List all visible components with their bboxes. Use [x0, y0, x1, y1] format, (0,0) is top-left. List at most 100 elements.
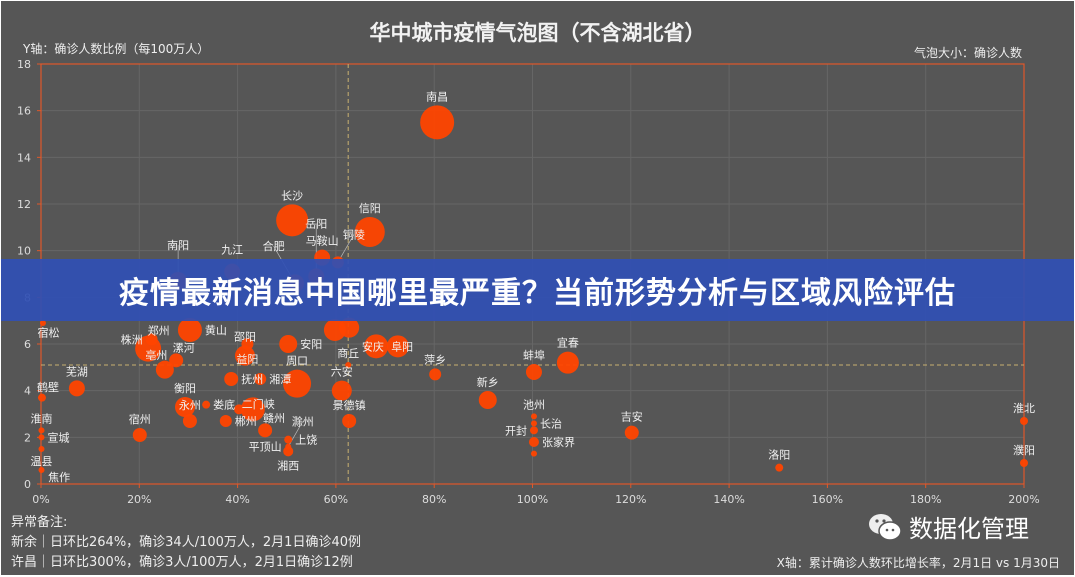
headline-banner: 疫情最新消息中国哪里最严重？当前形势分析与区域风险评估: [1, 259, 1074, 321]
bubble-label: 池州: [523, 398, 545, 411]
bubble-label: 长治: [540, 416, 562, 430]
bubble: [224, 372, 239, 386]
bubble: [38, 434, 45, 441]
bubble-label: 南阳: [167, 239, 189, 252]
bubble-label: 张家界: [542, 435, 575, 449]
bubble-label: 吉安: [621, 410, 643, 424]
bubble: [219, 415, 232, 427]
bubble-label: 滁州: [292, 414, 314, 428]
bubble: [38, 427, 45, 434]
x-tick-label: 100%: [517, 493, 548, 506]
bubble-label: 郴州: [235, 414, 257, 428]
bubble: [202, 400, 211, 409]
bubble: [132, 428, 147, 442]
bubble-label: 宿松: [37, 326, 59, 340]
watermark: 数据化管理: [867, 509, 1029, 544]
bubble-label: 濮阳: [1013, 443, 1035, 457]
bubble-label: 洛阳: [768, 448, 790, 462]
bubble-label: 合肥: [263, 239, 285, 253]
bubble: [429, 368, 442, 381]
x-tick-label: 0%: [32, 493, 49, 506]
bubble-label: 商丘: [337, 346, 359, 360]
bubble-label: 株洲: [121, 332, 143, 346]
bubble-label: 阜阳: [391, 340, 413, 353]
bubble-label: 上饶: [295, 434, 317, 447]
chart-title-wrap: 华中城市疫情气泡图（不含湖北省）: [1, 17, 1074, 47]
bubble-label: 衡阳: [174, 382, 196, 395]
bubble-label: 漯河: [173, 341, 195, 354]
x-tick-label: 180%: [910, 493, 941, 506]
bubble: [169, 353, 184, 368]
y-tick-label: 0: [24, 478, 31, 491]
bubble: [38, 446, 45, 452]
bubble: [258, 423, 273, 438]
bubble-label: 萍乡: [424, 353, 446, 366]
bubble-label: 宣城: [47, 430, 69, 444]
bubble-label: 新乡: [477, 375, 499, 389]
bubble-size-legend: 气泡大小：确诊人数: [913, 46, 1022, 60]
bubble-label: 铜陵: [343, 228, 365, 242]
bubble-label: 永州: [179, 398, 201, 412]
bubble: [530, 413, 537, 420]
bubble: [175, 397, 196, 417]
bubble-label: 鹤壁: [37, 380, 59, 394]
chart-title: 华中城市疫情气泡图（不含湖北省）: [369, 21, 706, 45]
bubble: [529, 426, 538, 435]
bubble-label: 宿州: [129, 412, 151, 426]
bubble: [478, 391, 497, 409]
bubble-label: 宜春: [557, 336, 579, 350]
bubble: [38, 467, 45, 473]
bubble-label: 蚌埠: [523, 348, 545, 362]
bubble-label: 景德镇: [333, 398, 366, 412]
x-axis-label: X轴：累计确诊人数环比增长率，2月1日 vs 1月30日: [776, 556, 1060, 570]
bubble-label: 黄山: [205, 323, 227, 337]
wechat-icon: [869, 513, 902, 541]
note-line: 新余｜日环比264%，确诊34人/100万人，2月1日确诊40例: [11, 535, 361, 550]
y-tick-label: 18: [17, 58, 31, 71]
bubble: [530, 420, 537, 427]
bubble: [276, 204, 309, 237]
bubble: [331, 380, 352, 401]
bubbles: [37, 105, 1028, 473]
bubble-label: 芜湖: [66, 364, 88, 378]
bubble: [155, 360, 174, 379]
bubble: [279, 335, 298, 353]
bubble-label: 湘西: [277, 458, 299, 472]
y-tick-label: 12: [17, 198, 31, 211]
bubble: [386, 335, 409, 358]
bubble: [254, 373, 267, 385]
bubble: [525, 364, 542, 380]
bubble-label: 益阳: [236, 352, 258, 366]
bubble: [530, 450, 537, 457]
bubble-label: 淮南: [30, 412, 52, 425]
bubble-label: 南昌: [426, 90, 448, 103]
bubble-label: 亳州: [145, 348, 167, 362]
y-tick-label: 16: [17, 105, 31, 118]
bubble-label: 抚州: [241, 372, 263, 386]
note-line: 许昌｜日环比300%，确诊3人/100万人，2月1日确诊12例: [11, 555, 353, 570]
bubble: [39, 320, 46, 326]
bubble-label: 六安: [331, 365, 353, 379]
bubble-label: 娄底: [213, 398, 235, 412]
x-tick-label: 200%: [1008, 493, 1039, 506]
bubble: [339, 317, 360, 338]
bubble: [283, 446, 294, 457]
bubble-label: 安庆: [362, 339, 384, 353]
bubble: [145, 333, 158, 346]
y-tick-label: 6: [24, 338, 31, 351]
bubble: [177, 318, 202, 342]
y-tick-label: 14: [17, 151, 31, 164]
x-tick-label: 120%: [615, 493, 646, 506]
bubble: [345, 362, 352, 368]
y-tick-label: 2: [24, 431, 31, 444]
bubble: [283, 369, 312, 398]
bubble: [1020, 417, 1028, 425]
bubble-label: 焦作: [48, 471, 70, 484]
bubble: [354, 217, 385, 247]
bubble-label: 温县: [30, 455, 52, 468]
headline-text: 疫情最新消息中国哪里最严重？当前形势分析与区域风险评估: [119, 276, 956, 311]
bubble-label: 湘潭: [269, 372, 291, 386]
bubble-label: 开封: [505, 423, 527, 437]
